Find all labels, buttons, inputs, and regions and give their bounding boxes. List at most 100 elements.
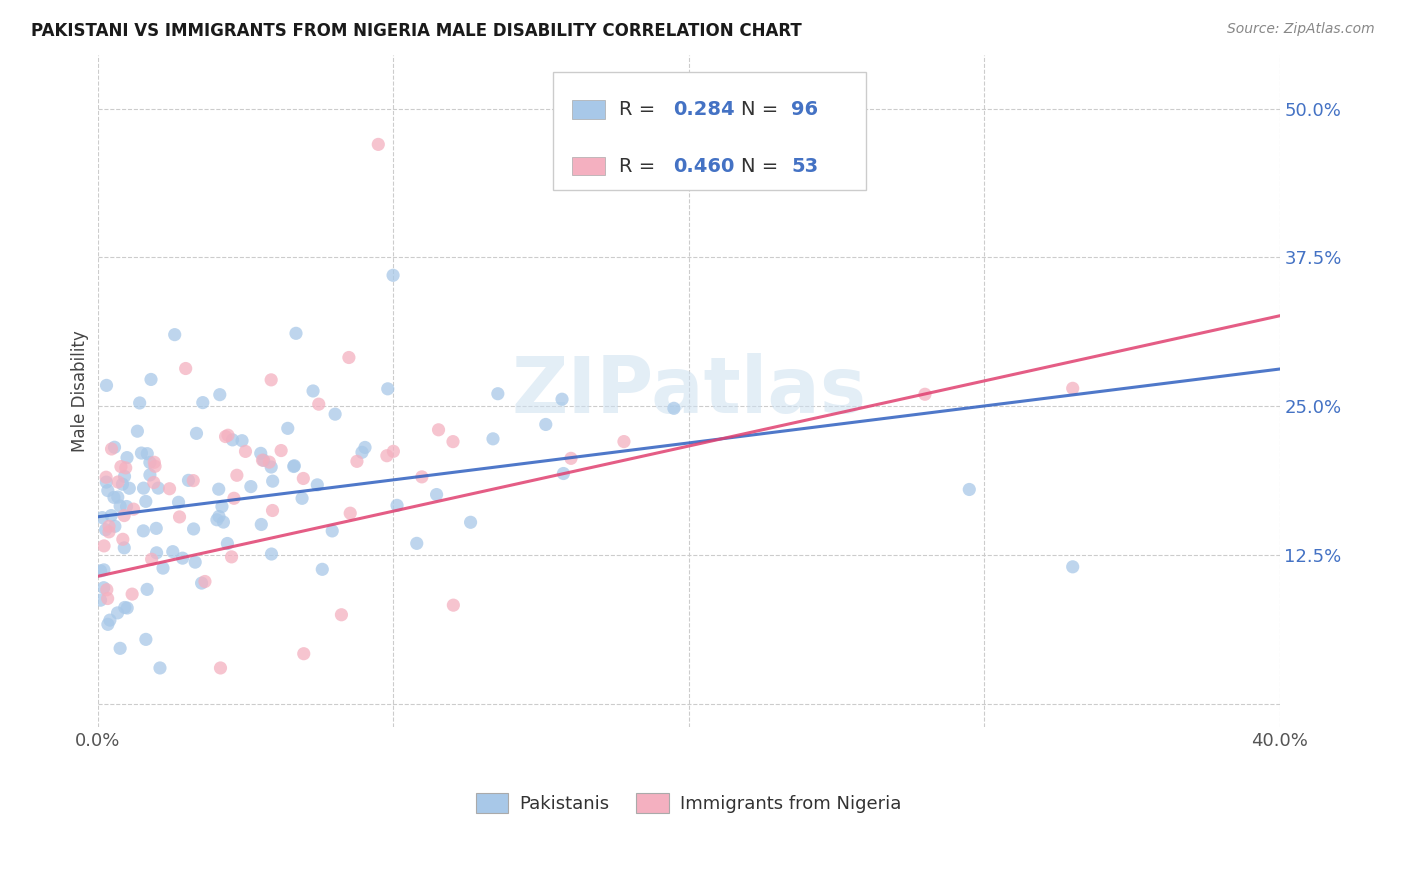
Point [252,453,274,467]
Point [441,598,464,612]
Point [184,555,207,569]
Point [259,455,281,469]
Point [115,450,138,465]
Point [551,392,574,407]
Point [914,387,936,401]
Point [108,641,131,656]
Point [212,515,235,529]
Point [307,478,329,492]
Point [96,475,118,489]
Point [93,581,115,595]
Text: Source: ZipAtlas.com: Source: ZipAtlas.com [1227,22,1375,37]
Point [183,522,205,536]
Point [114,461,136,475]
Point [94,470,117,484]
Point [114,469,136,483]
Point [108,499,131,513]
Point [89,564,111,578]
Legend: Pakistanis, Immigrants from Nigeria: Pakistanis, Immigrants from Nigeria [467,783,910,822]
Text: N =: N = [741,100,785,120]
Text: R =: R = [619,157,661,176]
Point [350,445,373,459]
Point [191,395,214,409]
Point [270,443,292,458]
Point [111,477,134,491]
Y-axis label: Male Disability: Male Disability [72,330,89,452]
Point [308,397,330,411]
Point [89,593,111,607]
Point [209,661,232,675]
Point [346,454,368,468]
Text: R =: R = [619,100,661,120]
Point [375,449,398,463]
Point [112,541,135,555]
Point [115,500,138,514]
Point [534,417,557,432]
Point [411,470,433,484]
Text: ZIPatlas: ZIPatlas [510,353,866,429]
Point [292,471,315,485]
Point [148,481,170,495]
Point [93,539,115,553]
Point [292,647,315,661]
Point [111,533,134,547]
Point [662,401,685,416]
Point [163,327,186,342]
Point [354,441,377,455]
Point [107,475,129,489]
Point [377,382,399,396]
Point [162,544,184,558]
Point [135,632,157,647]
Point [132,524,155,538]
Point [205,513,228,527]
Point [100,508,122,523]
Point [208,387,231,401]
Point [139,455,162,469]
Point [159,482,181,496]
Point [262,474,284,488]
Point [235,444,257,458]
Point [323,407,346,421]
Point [208,482,231,496]
Point [145,521,167,535]
Point [427,423,450,437]
Point [1062,381,1084,395]
Point [97,591,120,606]
Point [339,506,361,520]
Point [957,483,980,497]
Point [239,480,262,494]
Point [103,491,125,505]
Point [103,440,125,454]
Point [302,384,325,398]
Point [260,547,283,561]
Point [139,467,162,482]
Point [93,563,115,577]
Point [283,458,305,473]
Point [181,474,204,488]
Point [486,386,509,401]
Point [91,510,114,524]
Point [385,499,408,513]
Point [382,444,405,458]
Point [337,351,360,365]
Point [311,562,333,576]
Point [94,523,117,537]
Point [107,606,129,620]
Point [143,459,166,474]
FancyBboxPatch shape [572,157,605,176]
Point [98,519,121,533]
FancyBboxPatch shape [553,72,866,190]
Point [149,661,172,675]
Point [98,524,121,539]
Point [231,434,253,448]
Point [121,587,143,601]
Point [100,442,122,456]
Point [382,268,405,283]
Point [136,582,159,597]
Point [112,508,135,523]
Point [253,453,276,467]
Point [560,451,582,466]
Point [104,519,127,533]
Point [190,576,212,591]
Text: PAKISTANI VS IMMIGRANTS FROM NIGERIA MALE DISABILITY CORRELATION CHART: PAKISTANI VS IMMIGRANTS FROM NIGERIA MAL… [31,22,801,40]
